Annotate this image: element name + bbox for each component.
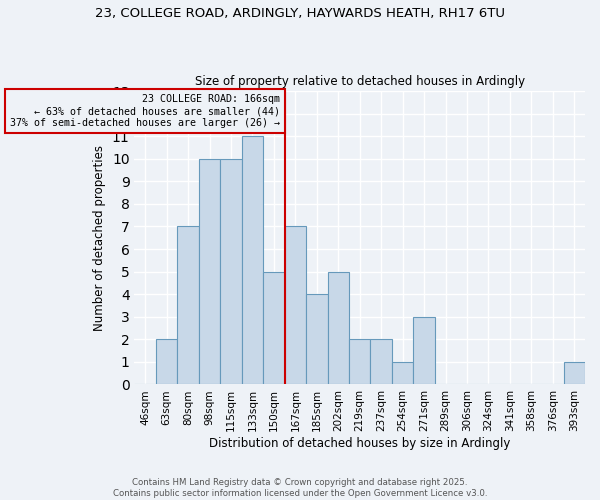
X-axis label: Distribution of detached houses by size in Ardingly: Distribution of detached houses by size … [209, 437, 511, 450]
Bar [178, 226, 199, 384]
Text: 23, COLLEGE ROAD, ARDINGLY, HAYWARDS HEATH, RH17 6TU: 23, COLLEGE ROAD, ARDINGLY, HAYWARDS HEA… [95, 8, 505, 20]
Bar [242, 136, 263, 384]
Bar [199, 159, 220, 384]
Bar [306, 294, 328, 384]
Bar [370, 340, 392, 384]
Bar [413, 317, 435, 384]
Title: Size of property relative to detached houses in Ardingly: Size of property relative to detached ho… [194, 76, 525, 88]
Bar [328, 272, 349, 384]
Bar [263, 272, 284, 384]
Y-axis label: Number of detached properties: Number of detached properties [93, 145, 106, 331]
Bar [563, 362, 585, 384]
Bar [220, 159, 242, 384]
Bar [156, 340, 178, 384]
Bar [284, 226, 306, 384]
Bar [349, 340, 370, 384]
Text: Contains HM Land Registry data © Crown copyright and database right 2025.
Contai: Contains HM Land Registry data © Crown c… [113, 478, 487, 498]
Text: 23 COLLEGE ROAD: 166sqm
← 63% of detached houses are smaller (44)
37% of semi-de: 23 COLLEGE ROAD: 166sqm ← 63% of detache… [10, 94, 280, 128]
Bar [392, 362, 413, 384]
